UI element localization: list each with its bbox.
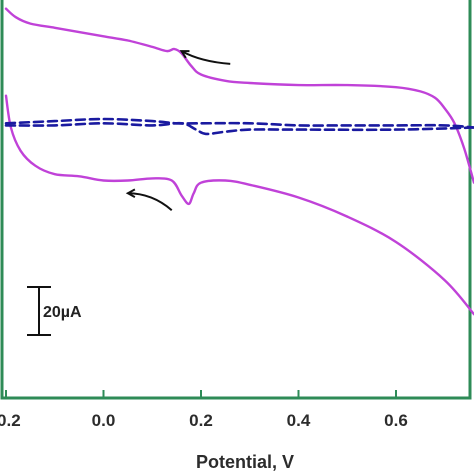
cathodic-scan-arrow [181, 50, 231, 65]
cathodic-arrowhead [179, 50, 190, 59]
x-tick-label: 0.6 [384, 411, 408, 430]
x-axis-title: Potential, V [196, 452, 294, 472]
anodic-arrowhead [125, 188, 136, 198]
plot-frame [0, 0, 472, 400]
solid-cv-trace-0 [4, 7, 474, 184]
dashed-cv-trace-3 [4, 121, 474, 136]
solid-cv-trace-1 [4, 94, 474, 316]
x-axis-ticks: -0.2 0.0 0.2 0.4 0.6 [0, 390, 408, 430]
x-tick-label: 0.4 [287, 411, 311, 430]
chart-series [4, 7, 474, 316]
scale-bar: 20µA [27, 286, 82, 336]
dashed-cv-trace-2 [4, 117, 474, 129]
x-tick-label: -0.2 [0, 411, 21, 430]
anodic-scan-arrow [127, 192, 173, 211]
scale-bar-label: 20µA [43, 304, 82, 321]
scan-direction-arrows [125, 50, 231, 211]
x-tick-label: 0.0 [92, 411, 116, 430]
x-tick-label: 0.2 [189, 411, 213, 430]
